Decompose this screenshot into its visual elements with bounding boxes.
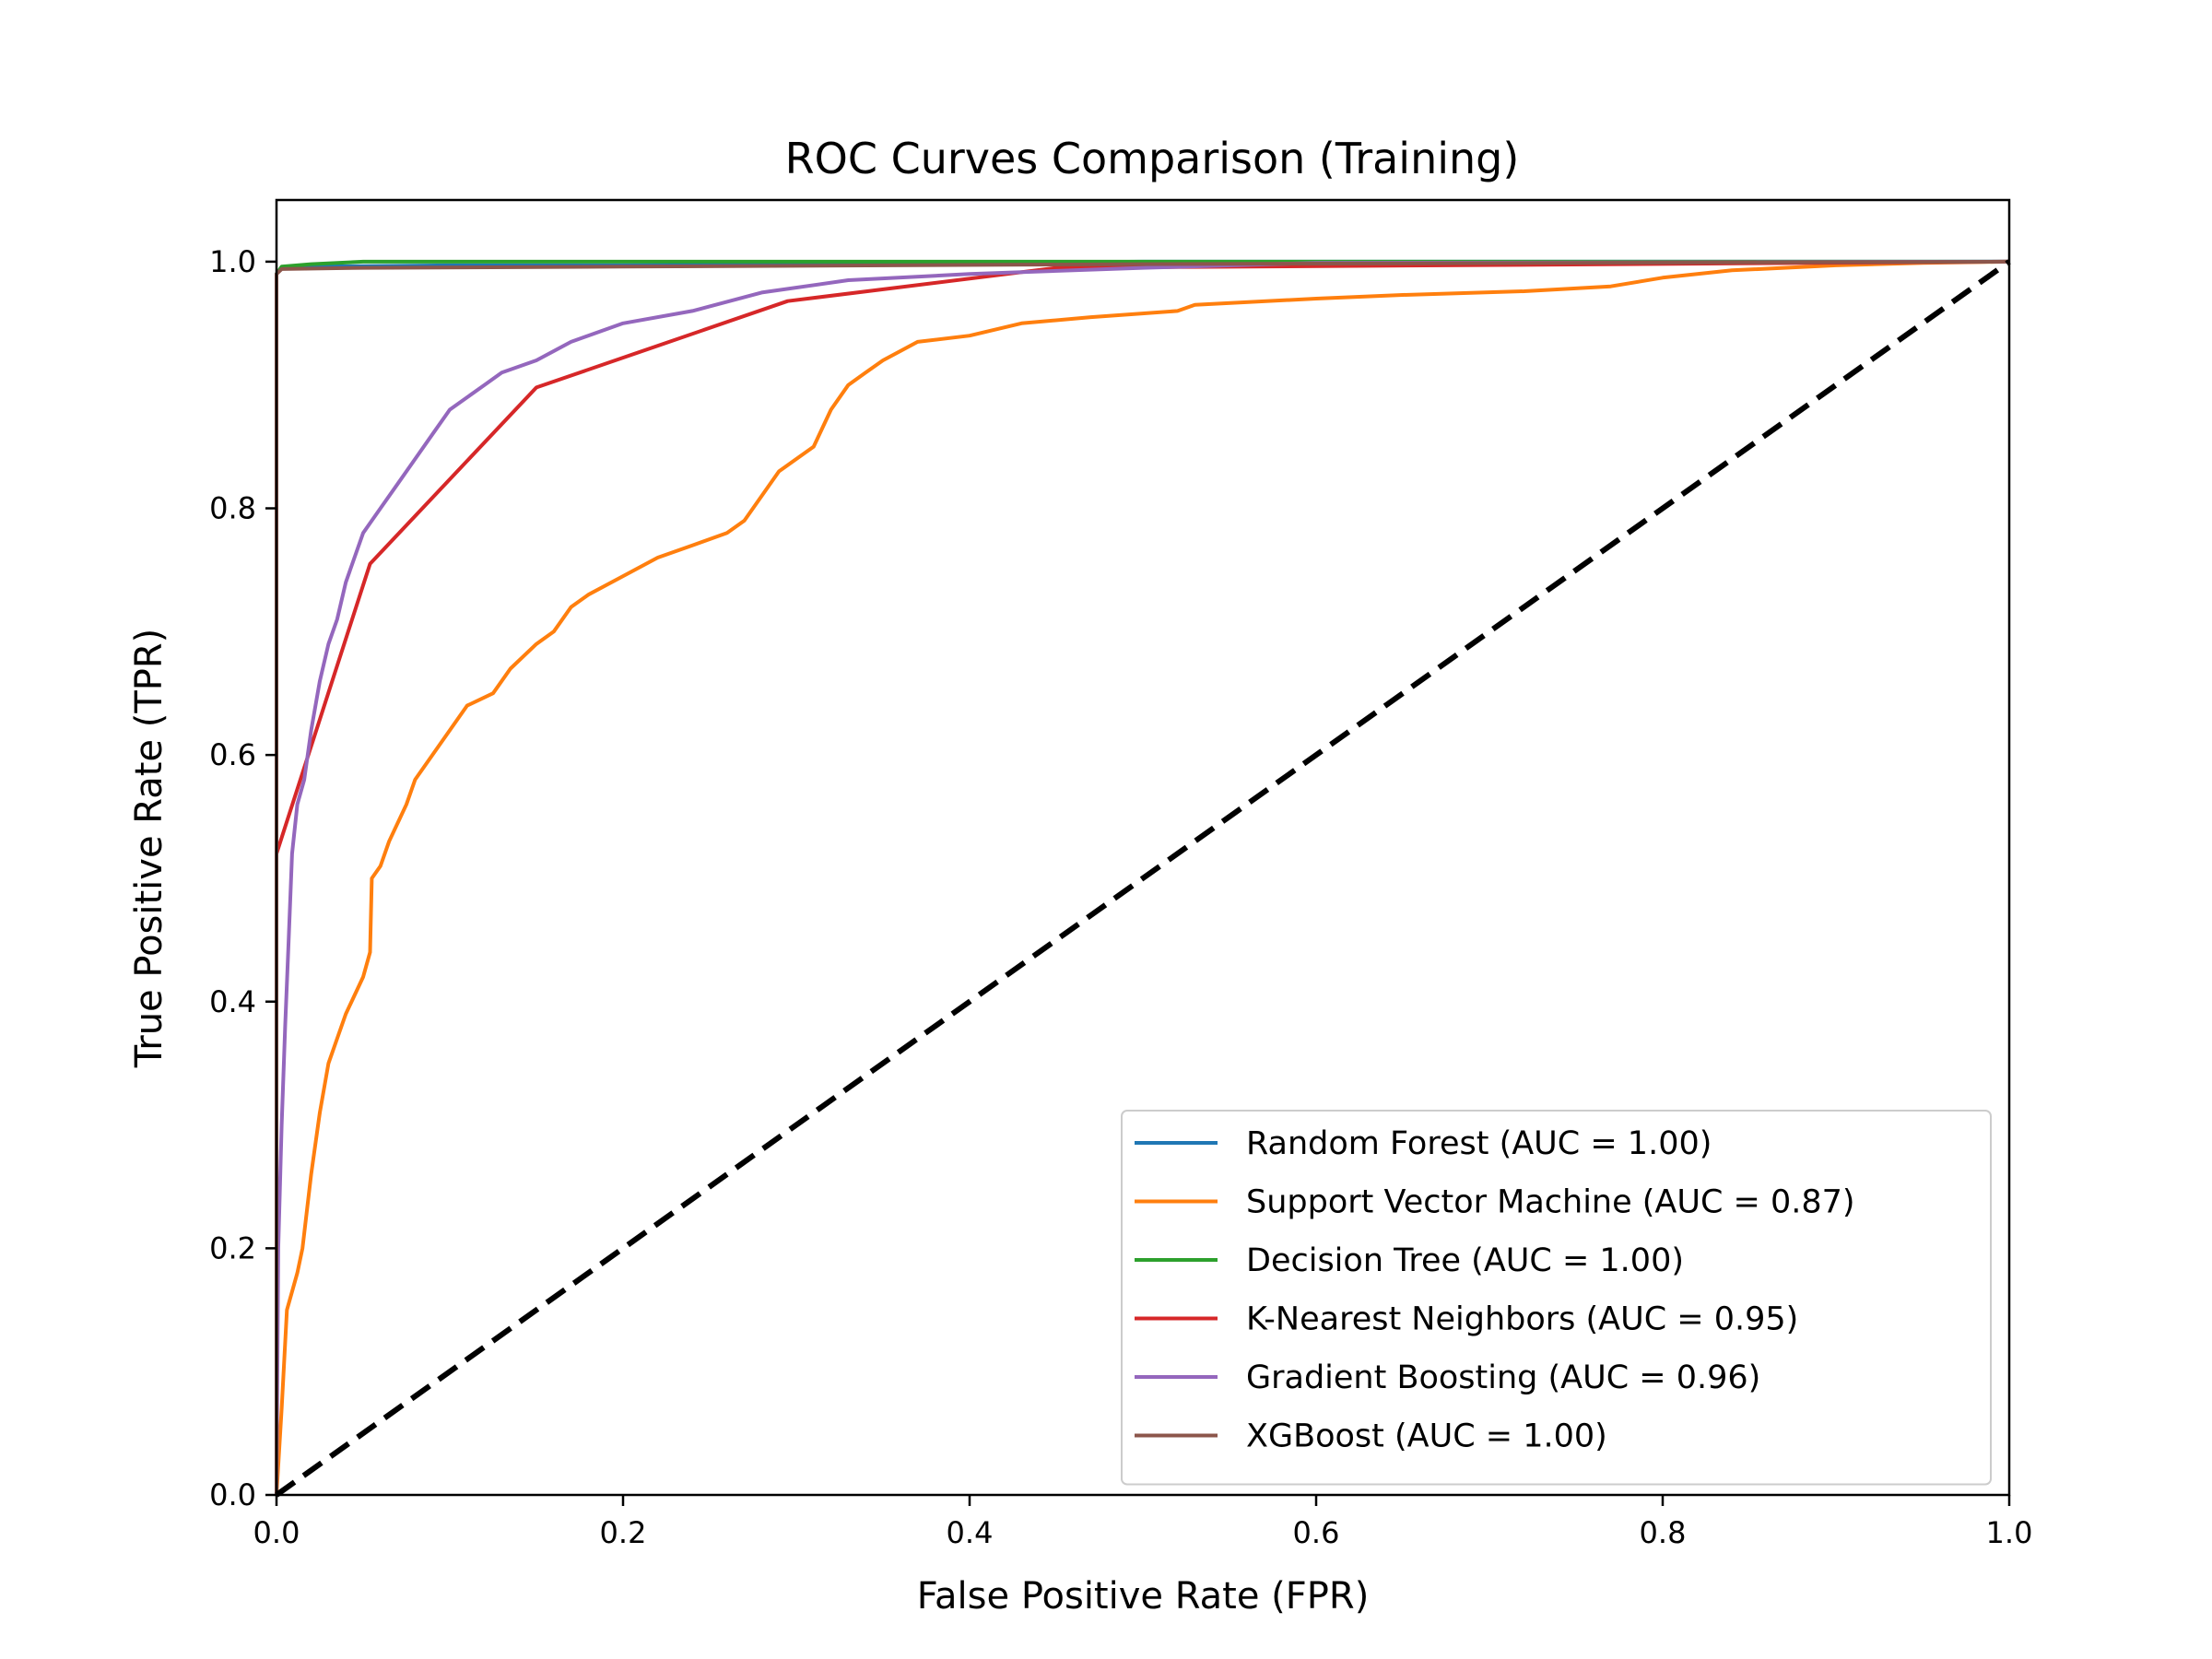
- x-tick-label-0: 0.0: [253, 1515, 300, 1550]
- chart-title: ROC Curves Comparison (Training): [785, 134, 1520, 183]
- x-tick-label-5: 1.0: [1986, 1515, 2033, 1550]
- x-tick-label-2: 0.4: [947, 1515, 994, 1550]
- legend-label-3: K-Nearest Neighbors (AUC = 0.95): [1246, 1301, 1798, 1338]
- legend-box: [1121, 1110, 1992, 1486]
- y-tick-label-2: 0.4: [209, 984, 256, 1019]
- legend-label-0: Random Forest (AUC = 1.00): [1246, 1125, 1712, 1162]
- series-line-3: [275, 259, 2010, 854]
- y-tick-label-4: 0.8: [209, 491, 256, 526]
- y-tick-label-0: 0.0: [209, 1477, 256, 1512]
- x-axis: 0.0 0.2 0.4 0.6 0.8 1.0: [253, 1495, 2033, 1550]
- legend-label-2: Decision Tree (AUC = 1.00): [1246, 1242, 1684, 1279]
- legend-label-1: Support Vector Machine (AUC = 0.87): [1246, 1184, 1855, 1221]
- x-axis-label: False Positive Rate (FPR): [917, 1575, 1370, 1618]
- legend: Random Forest (AUC = 1.00) Support Vector…: [1121, 1110, 1992, 1486]
- legend-label-4: Gradient Boosting (AUC = 0.96): [1246, 1359, 1760, 1396]
- series-line-1: [275, 259, 2010, 1496]
- y-tick-label-1: 0.2: [209, 1230, 256, 1265]
- y-axis: 0.0 0.2 0.4 0.6 0.8 1.0: [209, 244, 276, 1512]
- series-line-4: [275, 259, 2010, 1496]
- y-tick-label-5: 1.0: [209, 244, 256, 279]
- legend-label-5: XGBoost (AUC = 1.00): [1246, 1418, 1607, 1455]
- reference-diagonal-line: [275, 259, 2011, 1498]
- x-tick-label-4: 0.8: [1640, 1515, 1687, 1550]
- y-tick-label-3: 0.6: [209, 737, 256, 772]
- plot-frame: [275, 198, 2011, 1497]
- y-axis-label: True Positive Rate (TPR): [128, 629, 171, 1069]
- x-tick-label-3: 0.6: [1293, 1515, 1340, 1550]
- x-tick-label-1: 0.2: [600, 1515, 647, 1550]
